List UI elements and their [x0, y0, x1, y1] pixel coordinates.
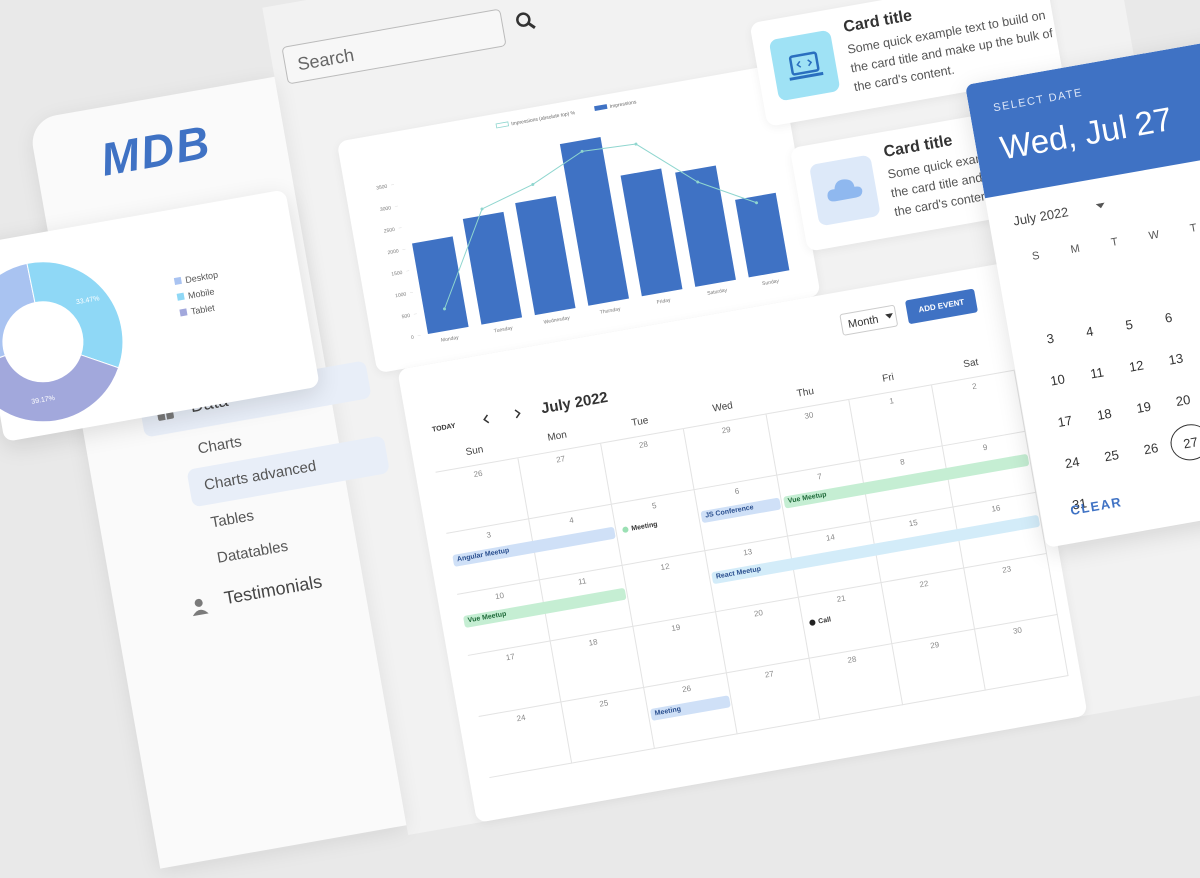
tick-mark	[395, 206, 398, 207]
day[interactable]: 19	[1121, 387, 1167, 429]
legend-swatch	[595, 105, 608, 111]
day[interactable]: 17	[1042, 401, 1088, 443]
day-cell[interactable]: 25	[561, 688, 654, 764]
card-icon	[809, 155, 881, 227]
card-icon	[769, 30, 841, 102]
bar	[412, 236, 469, 334]
y-tick-label: 2500	[383, 227, 395, 235]
line-point	[480, 207, 483, 210]
search-icon[interactable]	[513, 9, 538, 34]
legend-swatch	[179, 308, 187, 316]
y-tick-label: 0	[411, 335, 415, 341]
day[interactable]: 24	[1049, 442, 1095, 484]
nav-item[interactable]: Testimonials	[223, 571, 324, 609]
y-tick-label: 3500	[376, 184, 388, 192]
nav-item[interactable]: Charts	[197, 433, 243, 457]
x-tick-label: Tuesday	[493, 325, 513, 334]
y-tick-label: 500	[401, 313, 410, 320]
view-select[interactable]: Month	[839, 305, 898, 336]
bar	[675, 166, 736, 287]
tick-mark	[399, 228, 402, 229]
legend-label: Mobile	[187, 286, 215, 300]
y-tick-label: 3000	[380, 205, 392, 213]
x-tick-label: Wednesday	[543, 315, 570, 326]
tick-mark	[414, 314, 417, 315]
nav-item[interactable]: Tables	[210, 507, 256, 531]
day[interactable]: 12	[1114, 345, 1160, 387]
nav-item[interactable]: Datatables	[216, 538, 290, 567]
calendar-month: July 2022	[540, 389, 609, 417]
tick-mark	[406, 271, 409, 272]
legend-swatch	[177, 293, 185, 301]
day[interactable]: 20	[1160, 380, 1200, 422]
day-cell[interactable]: 24	[479, 702, 572, 778]
y-tick-label: 2000	[387, 248, 399, 256]
bar	[621, 168, 683, 296]
tick-mark	[418, 335, 421, 336]
legend-label: Impressions (absolute top) %	[511, 110, 576, 127]
weekday: T	[1173, 219, 1200, 238]
day[interactable]: 13	[1153, 338, 1199, 380]
weekday: M	[1054, 240, 1095, 259]
y-tick-label: 1500	[391, 270, 403, 278]
legend-label: Impressions	[609, 99, 637, 110]
add-event-button[interactable]: ADD EVENT	[905, 289, 978, 325]
tick-mark	[410, 292, 413, 293]
weekday: W	[1133, 226, 1174, 245]
day[interactable]: 4	[1067, 311, 1113, 353]
nav-arrows[interactable]	[481, 405, 532, 426]
legend-swatch	[496, 122, 509, 128]
bar	[463, 212, 522, 325]
day[interactable]: 25	[1089, 435, 1135, 477]
legend-swatch	[174, 277, 182, 285]
y-tick-label: 1000	[395, 291, 407, 299]
day-cell[interactable]: 28	[810, 644, 903, 720]
day[interactable]: 3	[1028, 318, 1074, 360]
day[interactable]: 5	[1106, 304, 1152, 346]
x-tick-label: Saturday	[707, 287, 728, 296]
x-tick-label: Thursday	[599, 306, 621, 316]
tick-mark	[391, 184, 394, 185]
day[interactable]: 10	[1035, 359, 1081, 401]
day-cell[interactable]: 27	[727, 659, 820, 735]
day[interactable]: 6	[1146, 297, 1192, 339]
x-tick-label: Friday	[656, 297, 671, 305]
bar	[735, 193, 789, 278]
tick-mark	[402, 249, 405, 250]
legend-label: Desktop	[185, 269, 219, 285]
today-button[interactable]: TODAY	[432, 423, 457, 434]
day-cell[interactable]: 30	[975, 615, 1068, 691]
day[interactable]: 26	[1128, 428, 1174, 470]
weekday: T	[1094, 233, 1135, 252]
day-cell[interactable]: 29	[892, 629, 985, 705]
month-select[interactable]: July 2022	[1012, 204, 1069, 228]
weekday: S	[1015, 247, 1056, 266]
caret-icon	[1096, 203, 1106, 210]
person-icon	[189, 596, 210, 617]
day[interactable]: 11	[1074, 352, 1120, 394]
legend-label: Tablet	[190, 302, 216, 316]
x-tick-label: Sunday	[762, 278, 780, 287]
day[interactable]: 18	[1082, 394, 1128, 436]
x-tick-label: Monday	[441, 335, 460, 344]
page: MDB Data Charts Charts advanced Tables D…	[0, 0, 1200, 630]
logo[interactable]: MDB	[97, 114, 215, 186]
bar	[515, 196, 575, 315]
